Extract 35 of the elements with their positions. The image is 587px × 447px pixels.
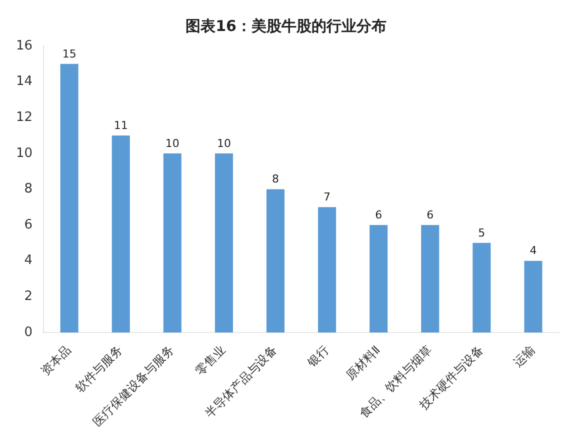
data-label: 8 [272,172,279,186]
x-tick-label: 运输 [510,342,538,370]
y-tick-label: 14 [16,74,33,90]
y-tick-label: 0 [24,324,33,340]
bar [370,225,388,332]
x-tick-label: 零售业 [192,342,228,378]
bar [421,225,440,332]
data-label: 15 [62,47,76,60]
bar [60,64,78,332]
bar [318,207,336,332]
y-tick-label: 10 [16,146,33,161]
data-label: 11 [114,118,128,132]
bar [472,242,491,332]
bar [266,189,285,332]
x-tick-label: 原材料Ⅱ [343,342,383,383]
data-label: 10 [165,136,180,150]
data-label: 6 [426,208,434,222]
data-label: 10 [216,136,231,150]
y-tick-label: 2 [24,289,33,304]
data-label: 5 [478,226,486,240]
y-tick-label: 16 [16,38,33,54]
x-tick-label: 银行 [304,342,332,371]
y-tick-label: 4 [24,253,33,268]
x-tick-label: 资本品 [38,342,74,378]
data-label: 4 [530,244,537,258]
bar [524,260,542,332]
y-tick-label: 12 [16,110,33,125]
chart-title: 图表16：美股牛股的行业分布 [186,16,386,35]
bar [163,153,182,332]
y-tick-label: 8 [24,182,33,197]
data-label: 7 [324,190,331,204]
bar [214,153,233,332]
data-label: 6 [375,208,382,222]
bar [112,136,130,332]
y-tick-label: 6 [24,217,33,232]
